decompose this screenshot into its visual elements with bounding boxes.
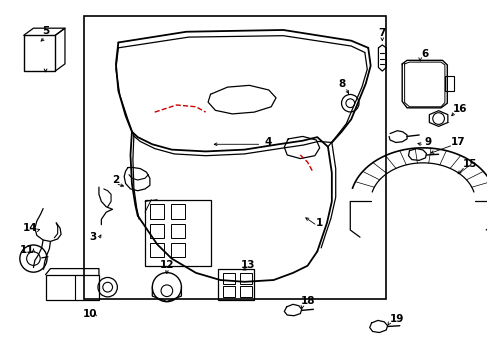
Bar [170, 224, 185, 238]
Text: 18: 18 [300, 296, 314, 306]
Text: 3: 3 [89, 232, 97, 242]
Bar [222, 273, 234, 284]
Bar [170, 204, 185, 219]
Bar [24, 35, 55, 71]
Bar [217, 269, 254, 300]
Text: 7: 7 [378, 28, 385, 38]
Text: 10: 10 [83, 309, 97, 319]
Text: 2: 2 [112, 175, 119, 185]
Text: 16: 16 [452, 104, 467, 113]
Text: 11: 11 [20, 245, 34, 255]
Bar [84, 16, 385, 299]
Text: 19: 19 [389, 314, 404, 324]
Bar [45, 275, 99, 300]
Text: 5: 5 [42, 26, 49, 36]
Bar [170, 243, 185, 257]
Bar [239, 273, 251, 284]
Text: 17: 17 [450, 138, 465, 148]
Bar [150, 224, 164, 238]
Bar [222, 287, 234, 297]
Bar [145, 200, 210, 266]
Bar [239, 287, 251, 297]
Bar [150, 204, 164, 219]
Text: 4: 4 [264, 138, 271, 148]
Text: 15: 15 [462, 159, 476, 169]
Text: 1: 1 [315, 218, 323, 228]
Text: 13: 13 [241, 260, 255, 270]
Bar [150, 243, 164, 257]
Text: 9: 9 [424, 138, 430, 148]
Text: 14: 14 [22, 223, 37, 233]
Text: 8: 8 [337, 78, 345, 89]
Text: 6: 6 [421, 49, 428, 59]
Bar [444, 76, 453, 91]
Text: 12: 12 [159, 260, 174, 270]
